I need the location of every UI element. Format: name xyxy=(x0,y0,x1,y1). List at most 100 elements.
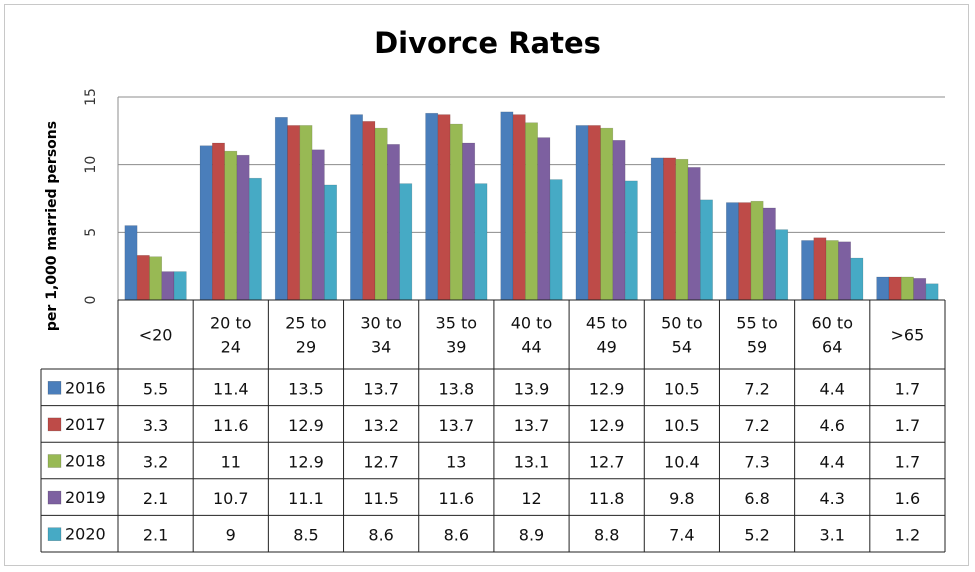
data-label: 6.8 xyxy=(744,489,769,508)
bar xyxy=(549,179,563,301)
bar xyxy=(725,202,739,301)
category-label: 24 xyxy=(221,338,241,357)
data-label: 11.6 xyxy=(439,489,475,508)
data-label: 10.5 xyxy=(664,379,700,398)
data-label: 1.2 xyxy=(895,526,920,545)
bar xyxy=(287,125,301,301)
bar xyxy=(299,125,313,301)
data-label: 8.6 xyxy=(444,526,469,545)
data-label: 1.7 xyxy=(895,453,920,472)
chart-title: Divorce Rates xyxy=(374,26,601,60)
data-label: 8.6 xyxy=(368,526,393,545)
data-label: 8.9 xyxy=(519,526,544,545)
bar xyxy=(687,167,701,301)
category-label: 50 to xyxy=(661,314,703,333)
data-label: 12.7 xyxy=(589,453,625,472)
data-label: 11.6 xyxy=(213,416,249,435)
bar xyxy=(161,271,175,301)
bar xyxy=(274,117,288,301)
bar xyxy=(838,241,851,301)
data-label: 13.8 xyxy=(439,379,475,398)
data-label: 9 xyxy=(226,526,236,545)
category-label: 64 xyxy=(822,338,842,357)
bar xyxy=(825,240,839,301)
bar xyxy=(600,127,614,301)
data-label: 11.8 xyxy=(589,489,625,508)
data-label: 4.4 xyxy=(820,453,845,472)
category-label: <20 xyxy=(139,326,173,345)
legend-key xyxy=(47,454,62,468)
category-label: 60 to xyxy=(811,314,853,333)
bar xyxy=(449,123,463,301)
bar xyxy=(876,276,890,301)
data-label: 5.2 xyxy=(744,526,769,545)
bar xyxy=(324,184,338,301)
bar xyxy=(850,257,864,301)
y-tick-label: 5 xyxy=(83,228,99,237)
bar xyxy=(136,255,150,301)
bar xyxy=(374,127,388,301)
bar xyxy=(537,137,551,301)
bar xyxy=(663,157,677,301)
bar xyxy=(500,111,514,301)
category-label: 40 to xyxy=(511,314,553,333)
data-label: 1.7 xyxy=(895,416,920,435)
data-label: 12.7 xyxy=(363,453,399,472)
bar xyxy=(124,225,138,301)
data-label: 13.2 xyxy=(363,416,399,435)
data-label: 1.6 xyxy=(895,489,920,508)
category-label: 35 to xyxy=(436,314,478,333)
y-tick-label: 10 xyxy=(83,156,99,174)
data-label: 10.7 xyxy=(213,489,249,508)
data-label: 11 xyxy=(221,453,241,472)
bar xyxy=(738,202,752,301)
bar xyxy=(813,237,827,301)
category-label: 30 to xyxy=(360,314,402,333)
data-label: 4.4 xyxy=(820,379,845,398)
category-label: >65 xyxy=(891,326,925,345)
bar xyxy=(173,271,187,301)
bar xyxy=(612,140,626,301)
data-table: <20 20 to 24 25 to 29 30 to 34 35 to 39 40 to 44 45… xyxy=(40,299,946,553)
data-label: 7.2 xyxy=(744,416,769,435)
bar xyxy=(512,114,526,301)
bar xyxy=(311,149,325,301)
data-label: 12.9 xyxy=(288,453,324,472)
bar xyxy=(149,256,163,301)
data-label: 4.3 xyxy=(820,489,845,508)
category-label: 20 to xyxy=(210,314,252,333)
y-ticks: 0 5 10 15 xyxy=(83,88,99,304)
data-label: 3.3 xyxy=(143,416,168,435)
bar xyxy=(575,125,589,301)
data-label: 5.5 xyxy=(143,379,168,398)
legend-key xyxy=(47,380,62,395)
data-label: 9.8 xyxy=(669,489,694,508)
data-label: 12.9 xyxy=(589,416,625,435)
bar xyxy=(888,276,902,301)
bar xyxy=(925,283,939,301)
data-label: 8.5 xyxy=(293,526,318,545)
series-name: 2018 xyxy=(65,452,106,471)
bar xyxy=(700,199,713,301)
bar xyxy=(900,276,914,301)
data-label: 3.2 xyxy=(143,453,168,472)
data-label: 11.5 xyxy=(363,489,399,508)
bar xyxy=(212,142,225,301)
category-label: 59 xyxy=(747,338,767,357)
data-label: 13.7 xyxy=(514,416,550,435)
data-label: 8.8 xyxy=(594,526,619,545)
bar xyxy=(624,180,638,301)
bar xyxy=(587,125,601,301)
bar xyxy=(399,183,413,301)
data-label: 11.4 xyxy=(213,379,249,398)
data-label: 12 xyxy=(521,489,541,508)
bar xyxy=(350,114,363,301)
legend-key xyxy=(47,527,62,542)
bar xyxy=(362,121,376,301)
data-label: 1.7 xyxy=(895,379,920,398)
data-label: 7.3 xyxy=(744,453,769,472)
category-label: 54 xyxy=(672,338,692,357)
data-label: 12.9 xyxy=(288,416,324,435)
bar xyxy=(762,207,776,301)
